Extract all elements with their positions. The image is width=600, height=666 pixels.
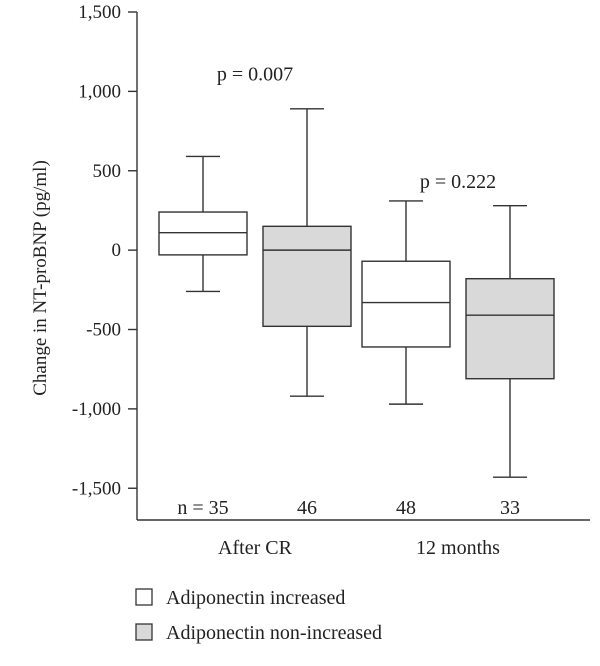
y-tick-label: -500 bbox=[86, 320, 121, 341]
box-plot-increased bbox=[361, 200, 451, 405]
p-value-annotation: p = 0.007 bbox=[217, 63, 293, 85]
y-tick-label: -1,000 bbox=[72, 399, 121, 420]
box-iqr bbox=[262, 225, 352, 328]
labels: 1,500 1,000 500 0 -500 -1,000 -1,500 After CR 12… bbox=[72, 2, 520, 559]
sample-size-label: 33 bbox=[500, 497, 520, 519]
y-tick-label: 1,500 bbox=[78, 2, 121, 23]
y-tick-label: 500 bbox=[93, 161, 122, 182]
y-tick-label: 1,000 bbox=[78, 81, 121, 102]
legend-label: Adiponectin increased bbox=[166, 587, 345, 609]
y-tick-label: -1,500 bbox=[72, 478, 121, 499]
box-iqr bbox=[158, 211, 248, 256]
sample-size-label: n = 35 bbox=[177, 497, 228, 519]
sample-size-label: 48 bbox=[396, 497, 416, 519]
x-category-label: After CR bbox=[218, 537, 293, 559]
box-iqr bbox=[465, 278, 555, 380]
legend: Adiponectin increased Adiponectin non-inc… bbox=[135, 587, 382, 644]
legend-label: Adiponectin non-increased bbox=[166, 622, 382, 644]
y-axis-title: Change in NT-proBNP (pg/ml) bbox=[30, 160, 51, 396]
box-iqr bbox=[361, 260, 451, 348]
legend-swatch bbox=[135, 623, 153, 641]
sample-size-label: 46 bbox=[297, 497, 317, 519]
y-tick-label: 0 bbox=[112, 240, 122, 261]
box-plot-increased bbox=[158, 155, 248, 293]
boxes bbox=[158, 108, 555, 478]
x-category-label: 12 months bbox=[416, 537, 500, 559]
box-plot-non-increased bbox=[262, 108, 352, 397]
legend-swatch bbox=[135, 588, 153, 606]
p-value-annotation: p = 0.222 bbox=[420, 171, 496, 193]
axes bbox=[128, 11, 590, 521]
box-plot-non-increased bbox=[465, 204, 555, 478]
